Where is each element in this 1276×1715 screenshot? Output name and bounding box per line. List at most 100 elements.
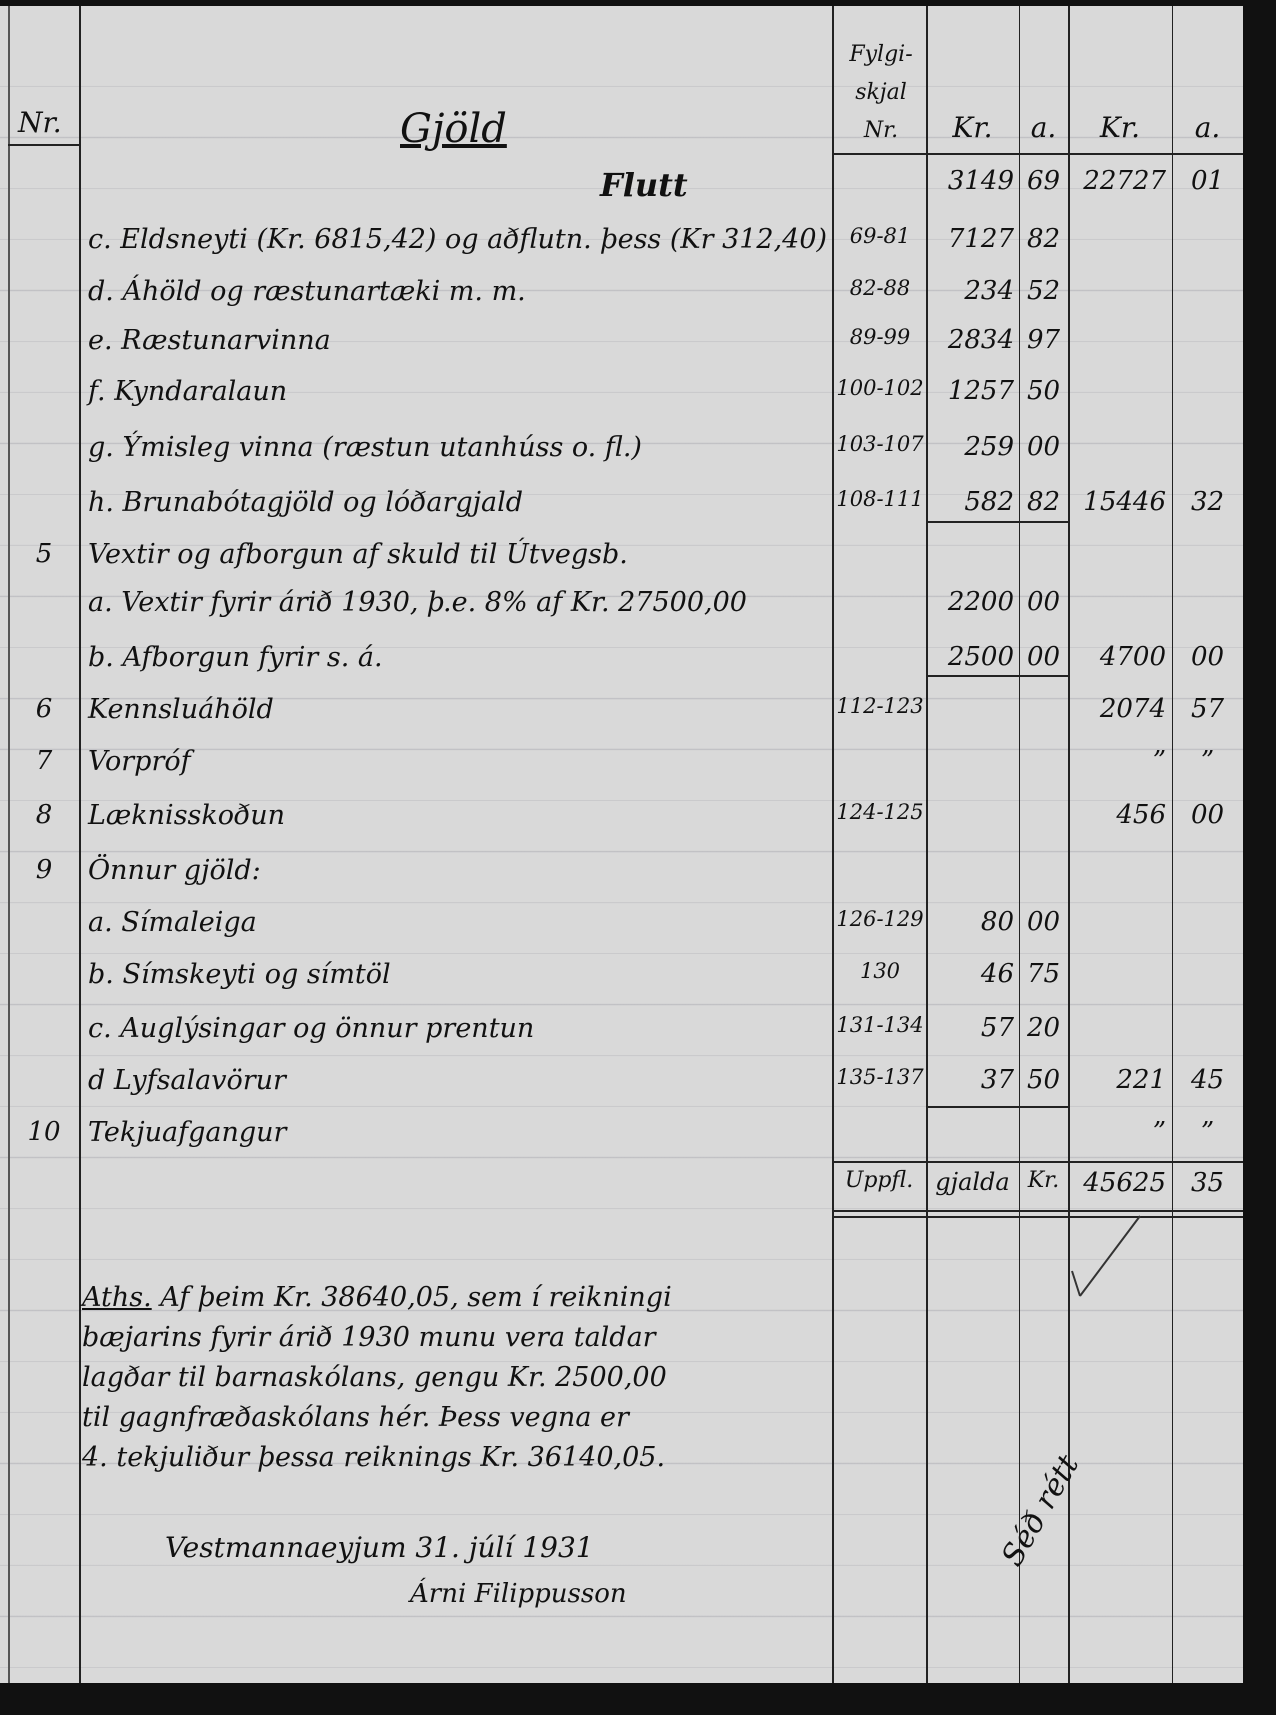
row-amount-aurar: 00 [1026,907,1061,937]
remark-line: bæjarins fyrir árið 1930 munu vera talda… [82,1322,656,1353]
row-amount-aurar: 52 [1026,276,1061,306]
row-amount-aurar: 97 [1026,325,1061,355]
row-description: g. Ýmisleg vinna (ræstun utanhúss o. fl.… [88,432,642,463]
column-divider-no [79,6,81,1683]
row-subtotal-aurar: 00 [1190,800,1225,830]
signature: Árni Filippusson [410,1579,627,1609]
row-subtotal-kr: 15446 [1083,487,1166,517]
subtotal-rule [926,1106,1068,1108]
total-label: gjalda [935,1168,1010,1196]
row-voucher-ref: 82-88 [849,276,911,300]
total-label: Uppfl. [844,1168,914,1193]
check-stroke [1071,1215,1141,1297]
column-divider-ref [832,6,834,1683]
row-number: 6 [35,694,53,724]
row-number: 5 [35,539,53,569]
row-subtotal-aurar: 00 [1190,642,1225,672]
page-title: Gjöld [400,106,507,152]
row-amount-kr: 57 [980,1013,1014,1043]
row-subtotal-kr: 22727 [1083,166,1166,196]
row-subtotal-aurar: 01 [1190,166,1225,196]
row-voucher-ref: 89-99 [849,325,911,349]
row-description: a. Vextir fyrir árið 1930, þ.e. 8% af Kr… [88,587,747,618]
column-divider-kr2 [1068,6,1070,1683]
row-description: d. Áhöld og ræstunartæki m. m. [88,276,526,307]
aurar-header: a. [1030,111,1057,144]
aurar-total-header: a. [1194,111,1221,144]
row-description: c. Auglýsingar og önnur prentun [88,1013,535,1044]
total-top-rule [832,1161,1243,1163]
row-subtotal-aurar: 57 [1190,694,1225,724]
row-subtotal-aurar: ” [1200,746,1215,776]
row-subtotal-aurar: 45 [1190,1065,1225,1095]
grand-total-aurar: 35 [1190,1168,1225,1198]
column-divider-a2 [1172,6,1173,1683]
row-amount-kr: 37 [980,1065,1014,1095]
row-subtotal-kr: 4700 [1099,642,1166,672]
row-subtotal-kr: 456 [1116,800,1166,830]
row-amount-kr: 582 [964,487,1014,517]
row-description: a. Símaleiga [88,907,257,938]
row-description: b. Símskeyti og símtöl [88,959,391,990]
subtotal-rule [926,521,1068,523]
row-amount-aurar: 82 [1026,487,1061,517]
row-description: b. Afborgun fyrir s. á. [88,642,383,673]
row-voucher-ref: 112-123 [836,694,924,718]
row-voucher-ref: 135-137 [836,1065,924,1089]
row-amount-aurar: 00 [1026,642,1061,672]
row-voucher-ref: 103-107 [836,432,924,456]
row-amount-aurar: 50 [1026,376,1061,406]
row-amount-aurar: 00 [1026,587,1061,617]
row-amount-aurar: 69 [1026,166,1061,196]
row-description: Önnur gjöld: [88,855,261,886]
grand-total-kr: 45625 [1083,1168,1166,1198]
kr-total-header: Kr. [1099,111,1141,144]
no-header: Nr. [18,106,62,139]
row-subtotal-kr: 2074 [1099,694,1166,724]
row-voucher-ref: 100-102 [836,376,924,400]
remark-label: Aths. [82,1282,152,1313]
row-amount-aurar: 00 [1026,432,1061,462]
row-subtotal-kr: 221 [1116,1065,1166,1095]
row-amount-kr: 2500 [947,642,1014,672]
row-description: e. Ræstunarvinna [88,325,331,356]
row-voucher-ref: 130 [859,959,901,983]
row-amount-aurar: 82 [1026,224,1061,254]
row-voucher-ref: 131-134 [836,1013,924,1037]
row-voucher-ref: 124-125 [836,800,924,824]
row-amount-kr: 2200 [947,587,1014,617]
row-description: d Lyfsalavörur [88,1065,286,1096]
row-number: 8 [35,800,53,830]
row-description: Vorpróf [88,746,191,777]
row-subtotal-aurar: ” [1200,1117,1215,1147]
row-subtotal-kr: ” [1152,746,1166,776]
total-bottom-rule [832,1216,1243,1218]
row-amount-kr: 2834 [947,325,1014,355]
header-rule [832,153,1243,155]
row-amount-aurar: 20 [1026,1013,1061,1043]
total-label: Kr. [1027,1168,1060,1193]
ledger-page: Nr. Gjöld Fylgi-skjal Nr. Kr. a. Kr. a. … [0,6,1243,1683]
remark-line: lagðar til barnaskólans, gengu Kr. 2500,… [82,1362,667,1393]
kr-header: Kr. [952,111,993,144]
row-subtotal-kr: ” [1152,1117,1166,1147]
remark-line: 4. tekjuliður þessa reiknings Kr. 36140,… [82,1442,666,1473]
audit-mark: Séð rétt [994,1449,1087,1573]
page-edge-line [8,6,10,1683]
row-amount-kr: 46 [980,959,1014,989]
remark-note: Aths. Af þeim Kr. 38640,05, sem í reikni… [82,1278,842,1478]
row-amount-aurar: 75 [1026,959,1061,989]
row-amount-aurar: 50 [1026,1065,1061,1095]
row-amount-kr: 7127 [947,224,1014,254]
remark-line: til gagnfræðaskólans hér. Þess vegna er [82,1402,629,1433]
row-number: 9 [35,855,53,885]
row-number: 7 [35,746,53,776]
row-description: Kennsluáhöld [88,694,274,725]
row-voucher-ref: 126-129 [836,907,924,931]
ref-header: Fylgi-skjal Nr. [849,42,913,143]
column-divider-kr1 [926,6,928,1683]
row-description: Læknisskoðun [88,800,286,831]
row-amount-kr: 80 [980,907,1014,937]
row-voucher-ref: 108-111 [836,487,924,511]
row-amount-kr: 1257 [947,376,1014,406]
